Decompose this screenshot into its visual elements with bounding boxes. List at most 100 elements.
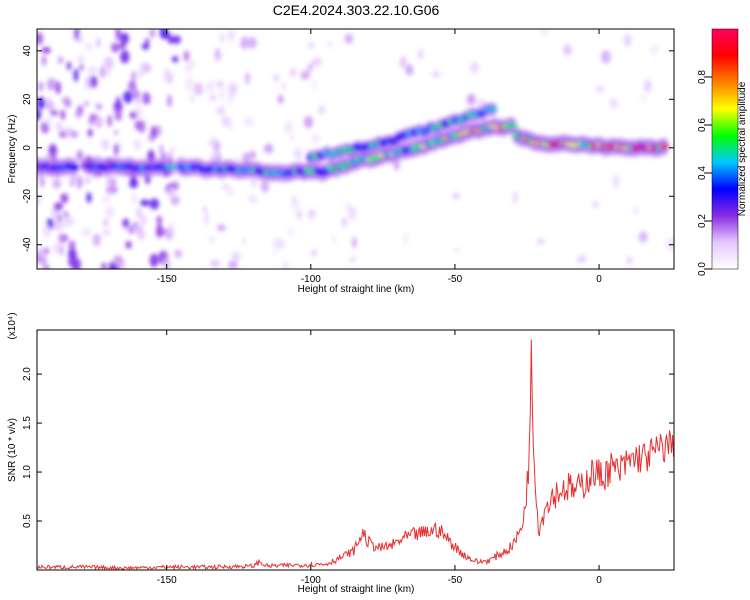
heatmap-panel: -150 -100 -50 0 -40 -20 0 20 40 Height of strai…	[7, 28, 675, 295]
heatmap-noise-blob	[105, 185, 116, 195]
x-tick-label: -150	[157, 274, 177, 285]
heatmap-noise-blob	[111, 42, 120, 53]
heatmap-noise-blob	[281, 81, 287, 91]
heatmap-noise-blob	[156, 215, 163, 226]
heatmap-noise-blob	[174, 249, 183, 259]
heatmap-noise-blob	[166, 226, 175, 240]
heatmap-noise-blob	[347, 211, 358, 218]
heatmap-noise-blob	[49, 109, 59, 117]
heatmap-noise-blob	[104, 205, 115, 218]
heatmap-noise-blob	[202, 206, 208, 214]
heatmap-noise-blob	[104, 56, 114, 70]
heatmap-noise-blob	[311, 57, 322, 67]
heatmap-noise-blob	[120, 50, 130, 64]
heatmap-noise-blob	[132, 89, 140, 99]
heatmap-noise-blob	[116, 96, 121, 110]
heatmap-noise-blob	[62, 127, 73, 136]
heatmap-noise-blob	[83, 42, 94, 51]
heatmap-noise-blob	[107, 114, 113, 127]
heatmap-noise-blob	[37, 96, 46, 110]
heatmap-noise-blob	[591, 201, 600, 209]
x-tick-label: -50	[448, 575, 463, 586]
heatmap-noise-blob	[307, 62, 314, 72]
heatmap-noise-blob	[38, 81, 43, 92]
heatmap-noise-blob	[37, 194, 42, 205]
y-tick-label: 40	[22, 45, 33, 57]
heatmap-noise-blob	[227, 92, 233, 107]
heatmap-noise-blob	[208, 236, 215, 244]
heatmap-noise-blob	[204, 212, 209, 225]
heatmap-noise-blob	[37, 109, 42, 121]
heatmap-noise-blob	[114, 110, 122, 122]
heatmap-noise-blob	[67, 249, 77, 260]
heatmap-noise-blob	[59, 245, 65, 256]
heatmap-ridge-core	[68, 165, 80, 170]
heatmap-noise-blob	[248, 194, 258, 204]
snr-y-label: SNR (10 * v/v)	[7, 418, 18, 482]
heatmap-y-ticks: -40 -20 0 20 40	[22, 45, 674, 252]
heatmap-noise-blob	[186, 83, 193, 93]
colorbar-ticks: 0.0 0.2 0.4 0.6 0.8	[697, 70, 712, 276]
snr-y-multiplier: (x10⁴)	[7, 312, 18, 339]
snr-y-ticks: 0.5 1.0 1.5 2.0	[22, 367, 674, 528]
heatmap-noise-blob	[666, 237, 674, 251]
heatmap-noise-blob	[167, 187, 175, 200]
heatmap-noise-blob	[163, 257, 171, 269]
heatmap-noise-blob	[55, 121, 63, 132]
heatmap-noise-blob	[210, 259, 221, 268]
heatmap-noise-blob	[595, 86, 604, 93]
heatmap-noise-blob	[512, 191, 518, 204]
heatmap-noise-blob	[185, 65, 191, 74]
heatmap-ridge-core	[506, 123, 518, 128]
heatmap-noise-blob	[234, 155, 243, 163]
heatmap-noise-blob	[66, 61, 72, 71]
heatmap-noise-blob	[640, 93, 647, 104]
heatmap-noise-blob	[263, 143, 274, 154]
colorbar-tick-label: 0.6	[697, 118, 708, 132]
heatmap-noise-blob	[133, 139, 141, 151]
y-tick-label: -40	[22, 237, 33, 252]
heatmap-noise-blob	[536, 238, 545, 245]
heatmap-noise-blob	[131, 70, 136, 82]
heatmap-noise-blob	[81, 228, 92, 237]
snr-frame	[36, 329, 675, 571]
heatmap-noise-blob	[42, 225, 51, 238]
heatmap-noise-blob	[189, 94, 195, 102]
heatmap-noise-blob	[52, 242, 62, 254]
heatmap-noise-blob	[139, 199, 150, 207]
snr-x-label: Height of straight line (km)	[298, 584, 415, 595]
heatmap-noise-blob	[96, 37, 101, 48]
x-tick-label: -100	[301, 274, 321, 285]
heatmap-noise-blob	[77, 104, 84, 115]
snr-x-ticks: -150 -100 -50 0	[157, 330, 602, 586]
heatmap-noise-blob	[159, 144, 164, 155]
heatmap-noise-blob	[101, 262, 107, 269]
heatmap-noise-blob	[115, 29, 121, 41]
figure-title: C2E4.2024.303.22.10.G06	[273, 2, 440, 18]
heatmap-noise-blob	[345, 202, 351, 212]
heatmap-noise-blob	[134, 120, 142, 131]
heatmap-noise-blob	[105, 70, 111, 77]
heatmap-noise-blob	[94, 116, 104, 129]
snr-background	[37, 330, 674, 570]
heatmap-frame	[36, 28, 675, 270]
heatmap-ridge-core	[659, 144, 670, 149]
heatmap-noise-blob	[393, 158, 401, 171]
heatmap-noise-blob	[46, 96, 52, 110]
heatmap-noise-blob	[139, 62, 145, 77]
heatmap-noise-blob	[244, 116, 254, 127]
heatmap-noise-blob	[216, 224, 227, 232]
heatmap-noise-blob	[167, 73, 173, 85]
heatmap-noise-blob	[156, 124, 162, 137]
heatmap-noise-blob	[283, 121, 294, 134]
heatmap-noise-blob	[290, 134, 295, 141]
heatmap-noise-blob	[215, 47, 220, 61]
heatmap-noise-blob	[431, 70, 441, 78]
heatmap-noise-blob	[155, 224, 164, 238]
heatmap-noise-blob	[466, 93, 476, 106]
y-tick-label: 0	[22, 145, 33, 151]
heatmap-noise-blob	[469, 61, 480, 74]
heatmap-noise-blob	[281, 261, 290, 269]
heatmap-noise-blob	[273, 237, 283, 249]
heatmap-noise-blob	[60, 109, 66, 121]
